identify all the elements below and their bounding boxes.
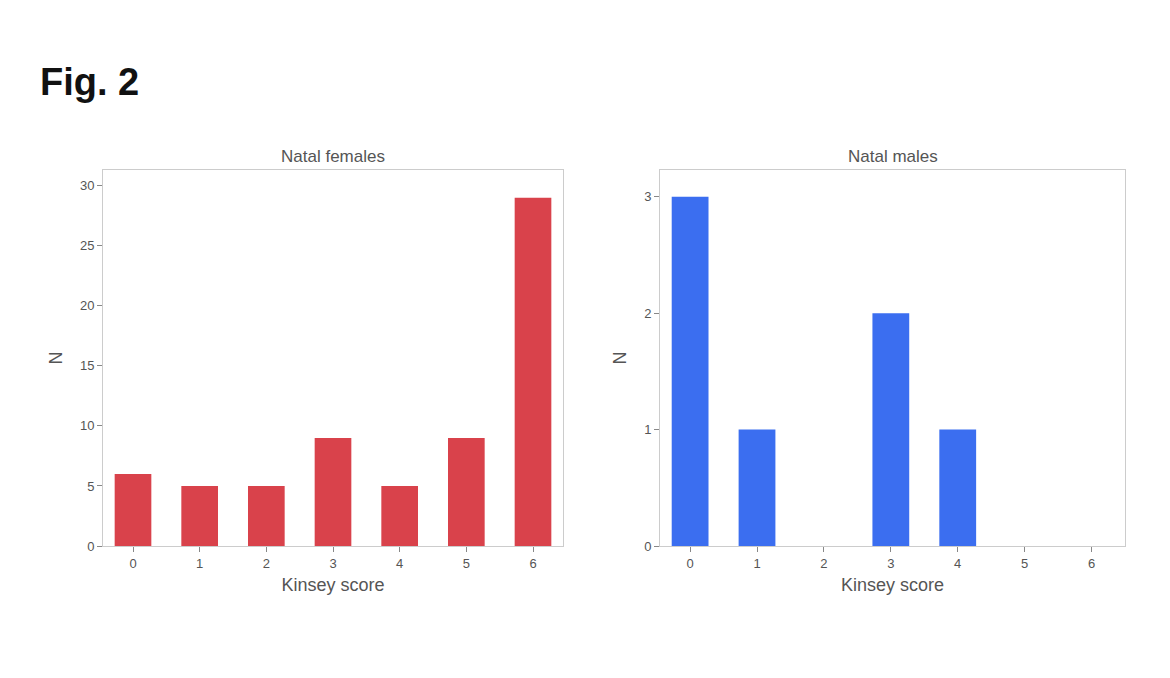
- svg-text:4: 4: [396, 556, 403, 571]
- svg-text:1: 1: [753, 556, 760, 571]
- svg-text:25: 25: [80, 238, 94, 253]
- svg-text:2: 2: [644, 306, 651, 321]
- svg-text:1: 1: [644, 422, 651, 437]
- svg-text:3: 3: [887, 556, 894, 571]
- svg-text:3: 3: [329, 556, 336, 571]
- svg-text:N: N: [610, 352, 630, 365]
- svg-text:2: 2: [820, 556, 827, 571]
- svg-text:Natal males: Natal males: [848, 147, 938, 166]
- svg-text:Kinsey score: Kinsey score: [841, 575, 944, 595]
- svg-text:5: 5: [87, 478, 94, 493]
- svg-text:15: 15: [80, 358, 94, 373]
- svg-text:5: 5: [463, 556, 470, 571]
- svg-text:0: 0: [686, 556, 693, 571]
- svg-text:Fig. 2: Fig. 2: [40, 61, 139, 103]
- svg-text:0: 0: [644, 539, 651, 554]
- svg-text:6: 6: [529, 556, 536, 571]
- svg-text:1: 1: [196, 556, 203, 571]
- svg-text:10: 10: [80, 418, 94, 433]
- svg-text:6: 6: [1088, 556, 1095, 571]
- svg-text:0: 0: [129, 556, 136, 571]
- svg-text:N: N: [46, 352, 66, 365]
- svg-text:30: 30: [80, 178, 94, 193]
- svg-text:5: 5: [1021, 556, 1028, 571]
- svg-text:Natal females: Natal females: [281, 147, 385, 166]
- svg-text:Kinsey score: Kinsey score: [281, 575, 384, 595]
- svg-text:20: 20: [80, 298, 94, 313]
- svg-text:3: 3: [644, 189, 651, 204]
- svg-text:2: 2: [263, 556, 270, 571]
- svg-text:0: 0: [87, 539, 94, 554]
- svg-text:4: 4: [954, 556, 961, 571]
